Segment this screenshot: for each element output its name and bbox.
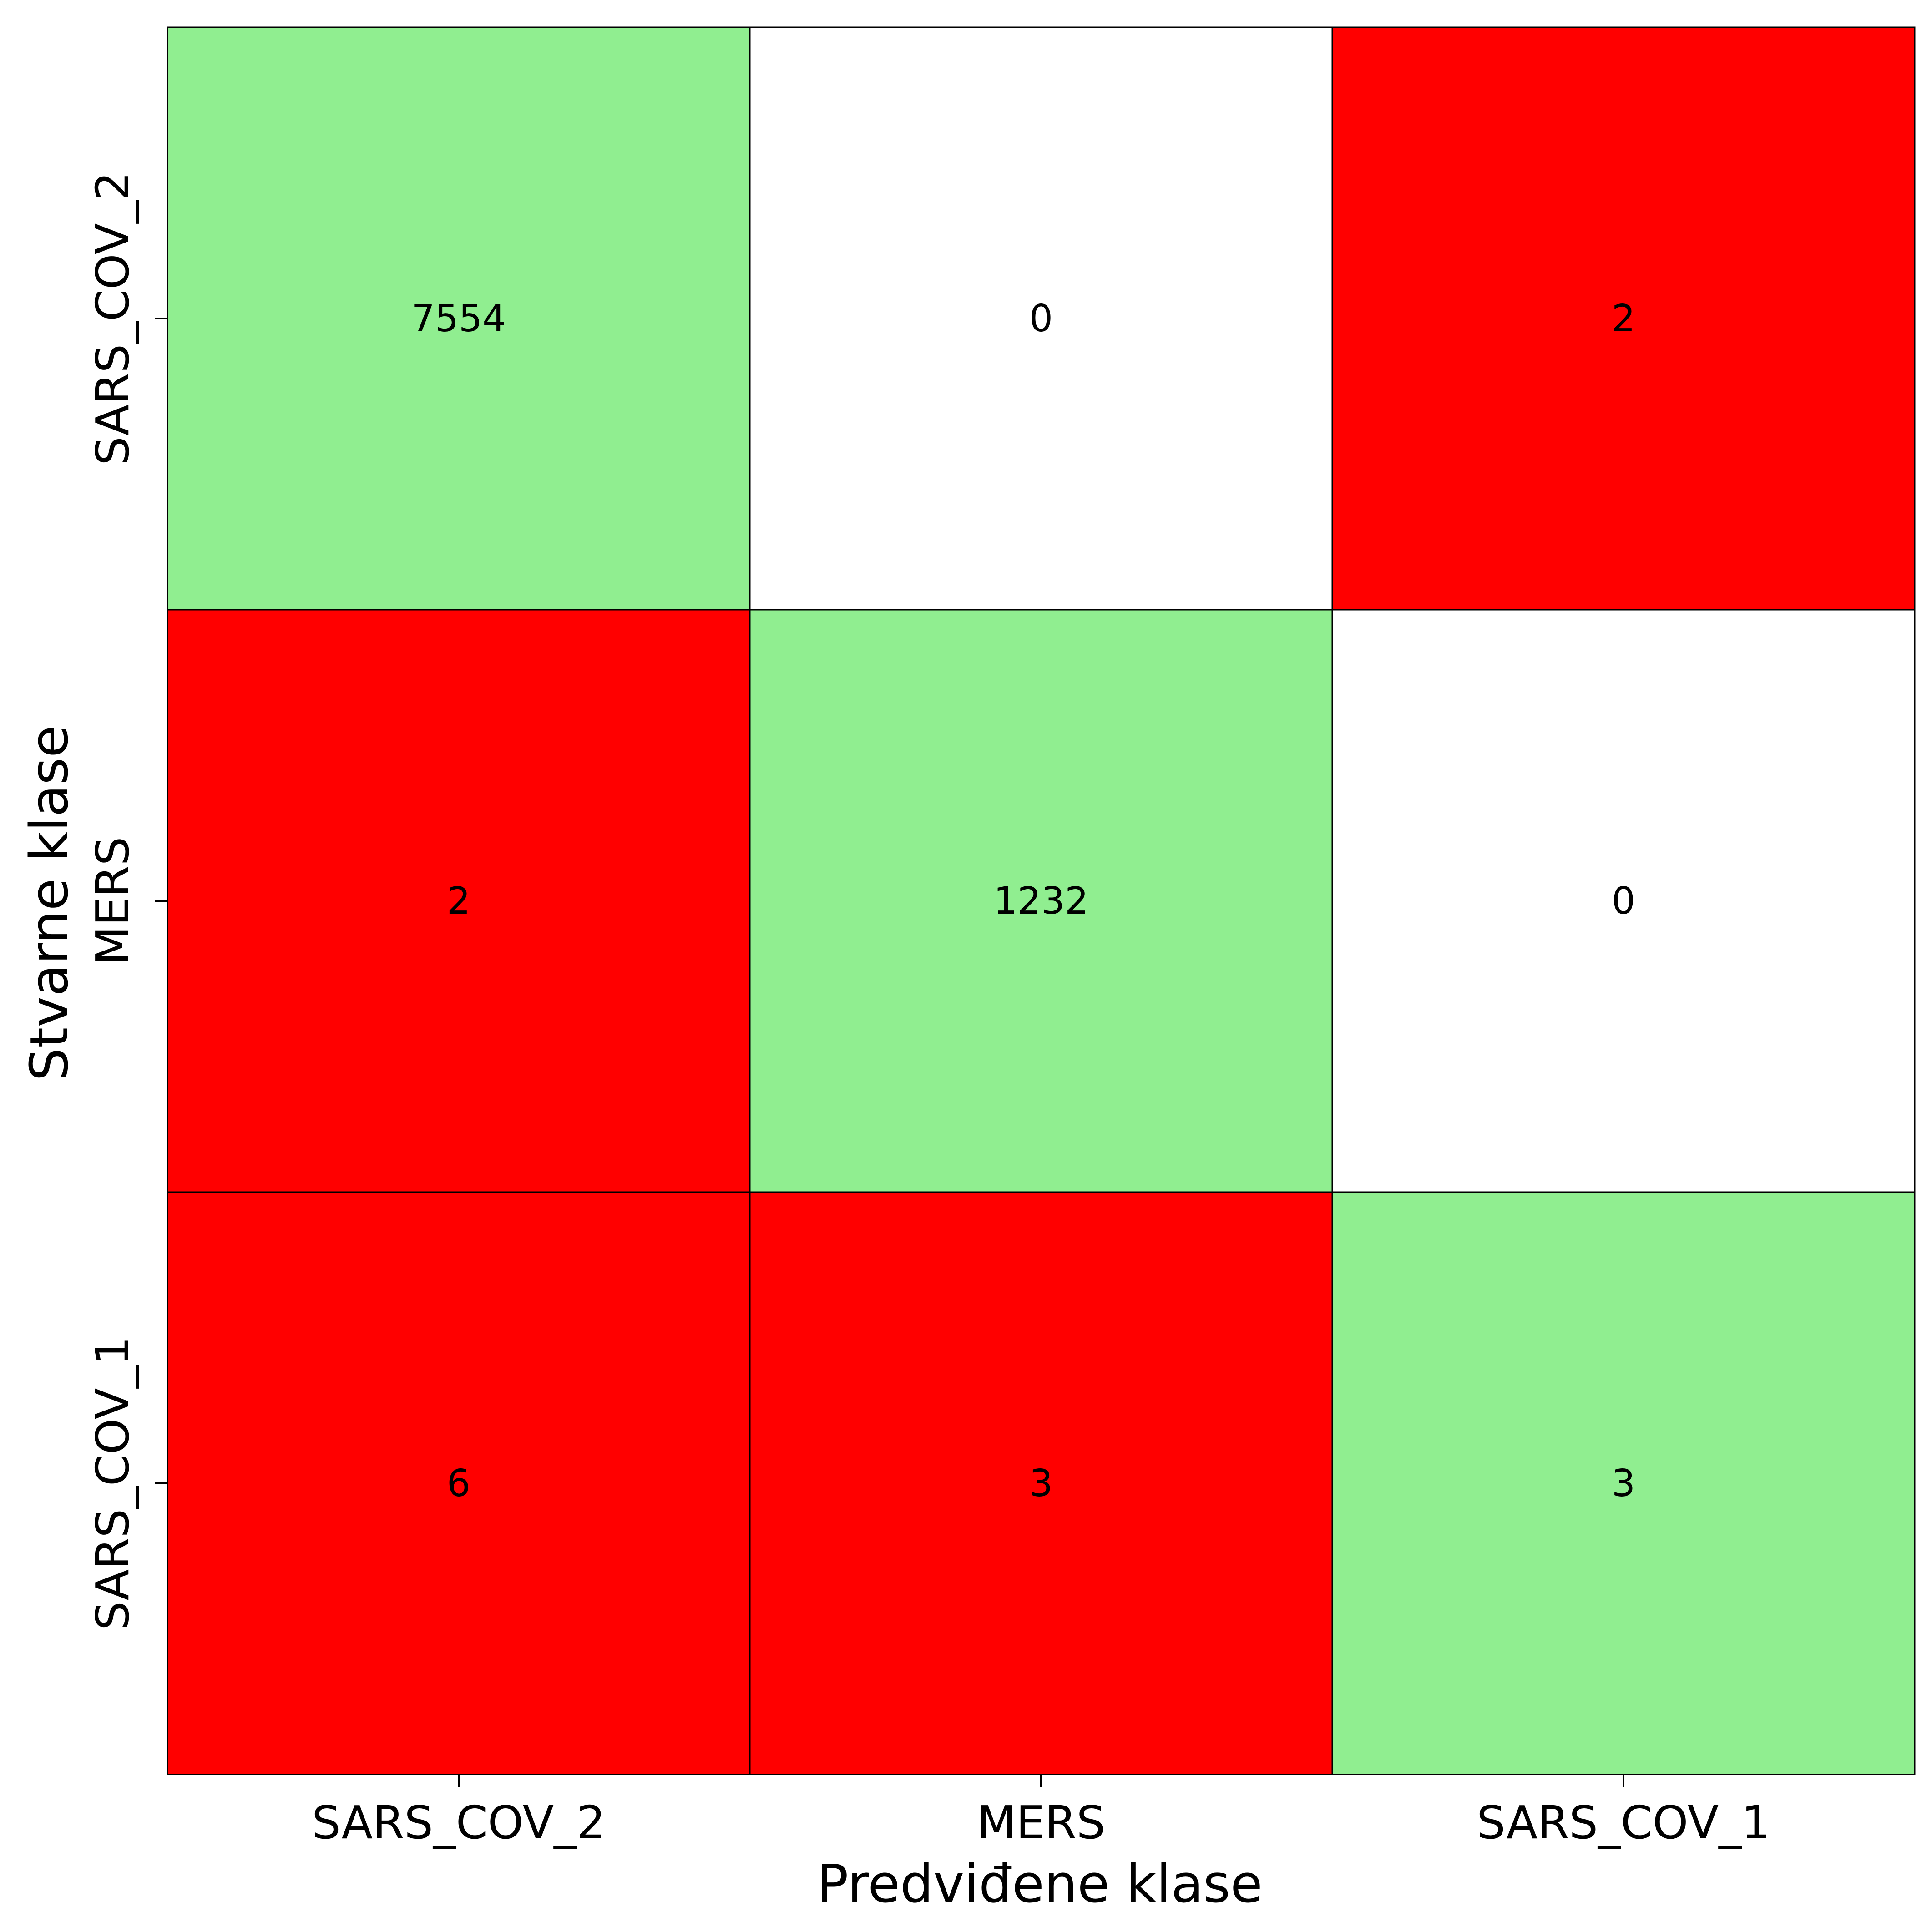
- heatmap-cell: [167, 1191, 751, 1775]
- x-tick-label: MERS: [977, 1796, 1105, 1849]
- heatmap-cell-value: 0: [1612, 880, 1635, 923]
- heatmap-cell: [749, 609, 1333, 1193]
- axis-ticks: [155, 318, 1624, 1787]
- heatmap-cell: [749, 1191, 1333, 1775]
- x-tick-label: SARS_COV_2: [312, 1796, 606, 1849]
- heatmap-cell: [1331, 26, 1916, 611]
- x-tick-label: SARS_COV_1: [1477, 1796, 1770, 1849]
- heatmap-cell-value: 2: [1612, 297, 1635, 340]
- axis-tick-labels: SARS_COV_2 MERS SARS_COV_1 SARS_COV_2 MERS SA…: [86, 172, 1770, 1849]
- heatmap-cell: [1331, 609, 1916, 1193]
- y-tick-label: SARS_COV_2: [86, 172, 139, 465]
- heatmap-cell-value: 3: [1612, 1462, 1635, 1505]
- heatmap-cell: [167, 609, 751, 1193]
- heatmap-cell: [167, 26, 751, 611]
- y-tick-label: SARS_COV_1: [86, 1336, 139, 1630]
- heatmap-cell-labels: 7554 0 2 2 1232 0 6 3 3: [411, 297, 1635, 1505]
- heatmap-cell-value: 3: [1029, 1462, 1053, 1505]
- heatmap-cell-value: 1232: [994, 880, 1089, 923]
- heatmap-cell: [749, 26, 1333, 611]
- heatmap-cells: [167, 26, 1916, 1775]
- heatmap-cell-value: 6: [447, 1462, 470, 1505]
- y-axis-title: Stvarne klase: [19, 725, 80, 1081]
- heatmap-cell-value: 0: [1029, 297, 1053, 340]
- x-axis-title: Predviđene klase: [817, 1854, 1262, 1915]
- y-tick-label: MERS: [86, 837, 139, 965]
- heatmap-cell-value: 7554: [411, 297, 506, 340]
- heatmap-cell-value: 2: [447, 880, 470, 923]
